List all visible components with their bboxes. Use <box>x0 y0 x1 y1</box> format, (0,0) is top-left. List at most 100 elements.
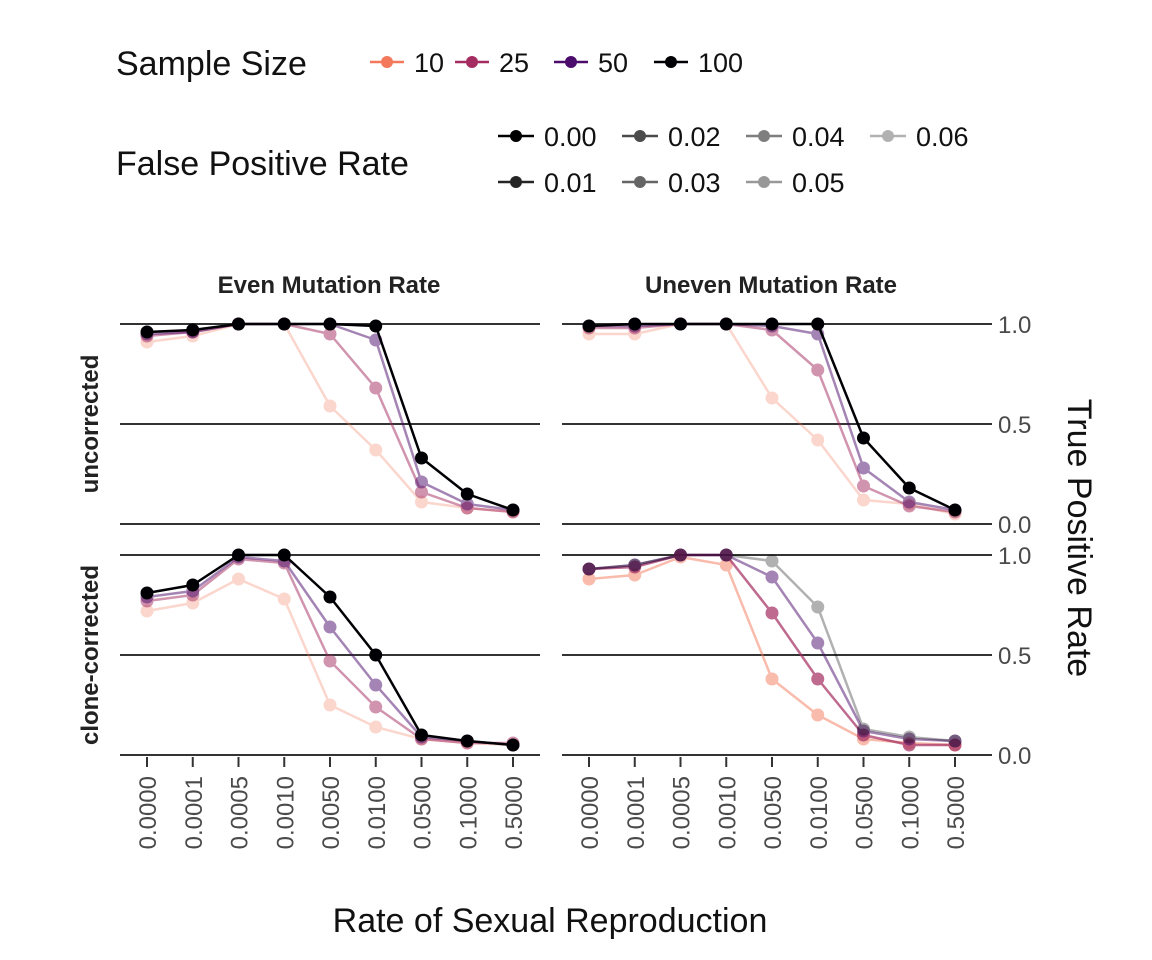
series-line <box>589 322 956 514</box>
data-point <box>902 495 916 509</box>
series-sample-25 <box>140 317 520 519</box>
y-tick-label: 0.5 <box>998 412 1031 439</box>
legend-sample-size-key-dot <box>565 56 577 68</box>
y-tick-label: 0.0 <box>998 743 1031 770</box>
x-tick-label: 0.0050 <box>760 776 787 849</box>
data-point <box>232 548 245 562</box>
data-point <box>811 708 825 722</box>
data-point <box>765 554 779 568</box>
legend-fpr-key-dot <box>510 176 522 188</box>
panels <box>120 317 982 756</box>
series-sample-100 <box>140 317 520 517</box>
panel-clone-corrected-uneven <box>582 548 962 752</box>
data-point <box>186 578 200 592</box>
y-axis: 0.0 0.5 1.0 0.0 0.5 1.0 <box>982 312 1031 770</box>
data-point <box>140 604 154 618</box>
series-sample-50 <box>140 317 520 517</box>
data-point <box>369 443 383 457</box>
data-point <box>765 570 779 584</box>
data-point <box>811 363 825 377</box>
x-tick-label: 0.0500 <box>410 776 437 849</box>
legend-fpr-key-dot <box>882 130 894 142</box>
series-sample-100 <box>582 548 962 748</box>
series-line <box>146 322 514 512</box>
data-point <box>582 562 596 576</box>
legend-fpr-key <box>870 130 906 142</box>
legend-fpr-key-dot <box>634 176 646 188</box>
data-point <box>460 734 474 748</box>
data-point <box>323 620 337 634</box>
x-tick-label: 0.0005 <box>227 776 254 849</box>
y-tick-label: 1.0 <box>998 543 1031 570</box>
data-point <box>369 381 383 395</box>
x-tick-label: 0.1000 <box>455 776 482 849</box>
panel-uncorrected-uneven <box>582 317 962 521</box>
y-tick-label: 0.5 <box>998 643 1031 670</box>
x-tick-label: 0.0005 <box>669 776 696 849</box>
series-line <box>588 555 956 747</box>
legend-fpr-label: 0.06 <box>916 122 969 152</box>
legend-fpr-key <box>498 130 534 142</box>
legend-sample-size-key-dot <box>381 56 393 68</box>
x-tick-label: 0.0100 <box>364 776 391 849</box>
y-axis-title: True Positive Rate <box>1060 399 1098 677</box>
data-point <box>857 493 870 507</box>
legend-sample-size-title: Sample Size <box>116 45 307 83</box>
data-point <box>719 317 733 331</box>
legend-fpr-key <box>622 130 658 142</box>
series-line <box>146 322 514 512</box>
data-point <box>415 451 428 465</box>
legend-fpr-key <box>498 176 534 188</box>
panel-clone-corrected-even <box>140 548 520 752</box>
legend-fpr-title: False Positive Rate <box>116 145 409 183</box>
legend-sample-size-label: 25 <box>499 48 529 78</box>
x-tick-label: 0.0050 <box>318 776 345 849</box>
data-point <box>232 572 245 586</box>
data-point <box>369 700 383 714</box>
data-point <box>719 548 733 562</box>
data-point <box>948 734 962 748</box>
legend-sample-size-key-dot <box>466 56 478 68</box>
legend-fpr-key <box>746 176 782 188</box>
data-point <box>323 399 337 413</box>
series-line <box>588 322 956 512</box>
data-point <box>674 548 687 562</box>
data-point <box>902 730 916 744</box>
data-point <box>582 562 596 576</box>
data-point <box>460 487 474 501</box>
data-point <box>628 317 642 331</box>
legend-sample-size-label: 50 <box>598 48 628 78</box>
data-point <box>369 319 383 333</box>
legend-fpr-key <box>746 130 782 142</box>
data-point <box>948 503 962 517</box>
x-tick-label: 0.0000 <box>135 776 162 849</box>
series-line <box>589 322 956 512</box>
data-point <box>232 317 245 331</box>
data-point <box>857 431 870 445</box>
x-tick-label: 0.1000 <box>897 776 924 849</box>
x-tick-label: 0.0100 <box>806 776 833 849</box>
series-sample-100 <box>582 317 962 517</box>
series-line <box>146 555 514 747</box>
data-point <box>323 327 337 341</box>
data-point <box>857 724 870 738</box>
data-point <box>857 479 870 493</box>
data-point <box>902 732 916 746</box>
data-point <box>857 722 870 736</box>
legend-fpr-key-dot <box>758 130 770 142</box>
x-tick-label: 0.0001 <box>623 776 650 849</box>
data-point <box>765 391 779 405</box>
data-point <box>140 586 154 600</box>
x-tick-label: 0.0001 <box>181 776 208 849</box>
data-point <box>415 495 428 509</box>
x-tick-label: 0.5000 <box>501 776 528 849</box>
data-point <box>811 600 825 614</box>
data-point <box>369 648 383 662</box>
legend-sample-size-key-dot <box>665 56 677 68</box>
data-point <box>765 317 779 331</box>
data-point <box>415 728 428 742</box>
data-point <box>811 433 825 447</box>
legend-fpr-label: 0.02 <box>668 122 721 152</box>
legend-sample-size-label: 100 <box>698 48 743 78</box>
x-tick-label: 0.5000 <box>943 776 970 849</box>
